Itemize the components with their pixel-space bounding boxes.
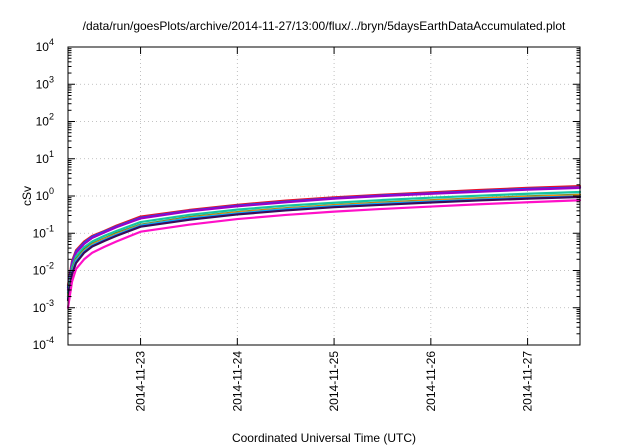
data-point (381, 195, 384, 197)
data-point (188, 218, 190, 221)
chart-title: /data/run/goesPlots/archive/2014-11-27/1… (83, 19, 566, 33)
data-point (478, 194, 481, 197)
data-point (83, 258, 85, 261)
data-point (526, 192, 529, 195)
data-point (139, 217, 142, 220)
data-point (83, 243, 85, 245)
data-point (83, 246, 85, 249)
data-point (284, 214, 287, 216)
x-tick-label: 2014-11-23 (134, 351, 148, 412)
data-point (75, 255, 77, 258)
data-point (526, 188, 529, 191)
data-point (333, 210, 335, 213)
x-axis-label: Coordinated Universal Time (UTC) (232, 431, 416, 445)
data-point (75, 262, 77, 264)
data-point (71, 280, 73, 283)
data-point (478, 199, 481, 202)
data-point (526, 201, 529, 204)
data-point (91, 237, 93, 239)
series-lines (66, 184, 582, 309)
data-point (333, 197, 335, 200)
data-point (188, 223, 190, 226)
data-point (115, 240, 118, 243)
series-line (66, 193, 582, 298)
data-point (236, 205, 239, 208)
data-point (430, 201, 432, 204)
y-tick-label: 104 (36, 37, 54, 54)
y-tick-label: 10-4 (33, 335, 54, 352)
data-point (478, 190, 481, 193)
data-point (236, 208, 239, 211)
data-point (139, 230, 142, 233)
data-point (75, 268, 77, 270)
data-point (526, 197, 529, 200)
data-point (381, 208, 384, 210)
y-tick-label: 10-3 (33, 298, 54, 315)
data-point (236, 218, 239, 220)
data-point (381, 204, 384, 206)
y-tick-label: 10-2 (33, 261, 54, 278)
data-point (103, 235, 106, 237)
data-point (83, 251, 85, 254)
x-tick-label: 2014-11-27 (521, 351, 535, 412)
y-tick-labels: 10-4 10-3 10-2 10-1 100 101 102 103 104 (33, 37, 54, 352)
grid (68, 47, 580, 345)
data-point (236, 213, 239, 216)
data-point (139, 221, 142, 223)
y-axis-label: cSv (20, 186, 34, 206)
data-point (115, 226, 118, 229)
y-tick-label: 10-1 (33, 223, 54, 240)
data-point (333, 201, 335, 204)
data-point (430, 192, 432, 195)
series-line (66, 194, 582, 298)
data-point (103, 231, 106, 234)
y-tick-label: 101 (36, 149, 54, 166)
data-point (381, 199, 384, 201)
x-tick-label: 2014-11-26 (424, 351, 438, 412)
y-tick-label: 102 (36, 112, 54, 129)
y-tick-label: 103 (36, 74, 54, 91)
data-point (188, 210, 190, 213)
data-point (103, 246, 106, 248)
data-point (103, 240, 106, 242)
data-point (284, 204, 287, 207)
axis-ticks (68, 46, 580, 346)
x-tick-label: 2014-11-25 (327, 351, 341, 412)
data-point (430, 196, 432, 199)
data-point (71, 273, 73, 275)
data-point (478, 203, 481, 206)
data-point (139, 225, 142, 228)
y-tick-label: 100 (36, 186, 54, 203)
data-point (188, 214, 190, 216)
data-point (333, 206, 335, 209)
data-point (91, 240, 93, 243)
data-point (91, 245, 93, 248)
data-point (430, 205, 432, 208)
x-tick-label: 2014-11-24 (230, 351, 244, 412)
data-point (284, 209, 287, 212)
data-point (75, 251, 77, 254)
data-point (115, 230, 118, 232)
data-point (91, 251, 93, 254)
data-point (115, 235, 118, 237)
data-point (284, 201, 287, 204)
x-tick-labels: 2014-11-23 2014-11-24 2014-11-25 2014-11-26… (134, 351, 535, 412)
